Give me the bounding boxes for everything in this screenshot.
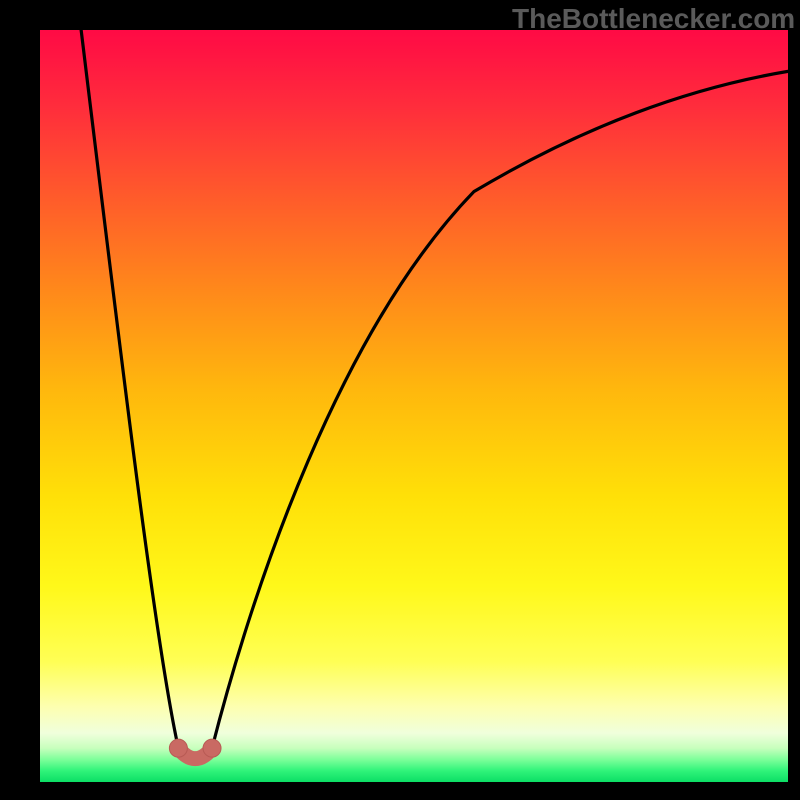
valley-marker bbox=[169, 739, 221, 759]
watermark-text: TheBottlenecker.com bbox=[512, 3, 795, 35]
chart-container: TheBottlenecker.com bbox=[0, 0, 800, 800]
curve-path bbox=[81, 30, 788, 759]
bottleneck-curve bbox=[40, 30, 788, 782]
plot-area bbox=[40, 30, 788, 782]
